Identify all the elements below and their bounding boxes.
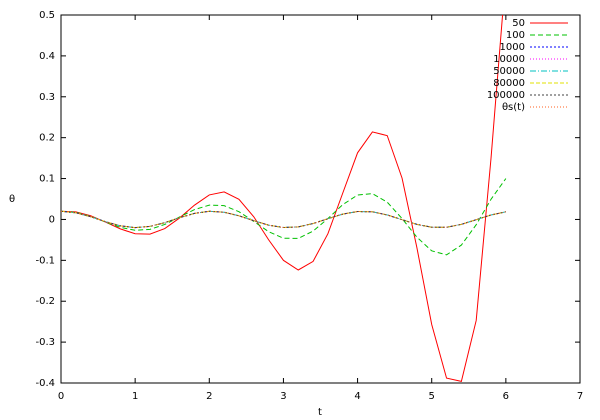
- series-line: [61, 210, 506, 229]
- y-tick-label: 0.5: [39, 10, 55, 21]
- legend-label: 100000: [487, 90, 525, 101]
- series-line: [61, 210, 506, 229]
- x-tick-label: 4: [354, 391, 360, 402]
- x-tick-label: 0: [58, 391, 64, 402]
- legend-label: 100: [506, 30, 525, 41]
- legend-label: 50: [512, 18, 525, 29]
- series-line: [61, 210, 506, 229]
- x-tick-label: 6: [503, 391, 509, 402]
- x-axis-label: t: [318, 407, 322, 418]
- plot-area: [61, 15, 507, 382]
- series-line: [61, 15, 504, 382]
- y-tick-label: 0.3: [39, 92, 55, 103]
- x-tick-label: 2: [206, 391, 212, 402]
- y-tick-label: -0.1: [35, 255, 55, 266]
- y-tick-label: -0.3: [35, 337, 55, 348]
- legend-label: 50000: [493, 66, 525, 77]
- y-tick-label: 0.1: [39, 174, 55, 185]
- y-tick-label: 0.2: [39, 133, 55, 144]
- x-tick-label: 7: [577, 391, 583, 402]
- legend-label: θs(t): [502, 102, 525, 113]
- legend-label: 10000: [493, 54, 525, 65]
- y-tick-label: 0.4: [39, 51, 55, 62]
- legend-label: 80000: [493, 78, 525, 89]
- series-line: [61, 210, 506, 229]
- series-line: [61, 210, 506, 229]
- legend-label: 1000: [500, 42, 525, 53]
- y-axis-label: θ: [9, 194, 15, 205]
- y-tick-label: 0: [49, 214, 55, 225]
- plot-frame: [60, 14, 581, 384]
- series-line: [61, 210, 506, 229]
- x-tick-label: 3: [280, 391, 286, 402]
- y-tick-label: -0.4: [35, 378, 55, 389]
- x-tick-label: 5: [429, 391, 435, 402]
- y-tick-label: -0.2: [35, 296, 55, 307]
- series-line: [61, 178, 507, 256]
- x-tick-label: 1: [132, 391, 138, 402]
